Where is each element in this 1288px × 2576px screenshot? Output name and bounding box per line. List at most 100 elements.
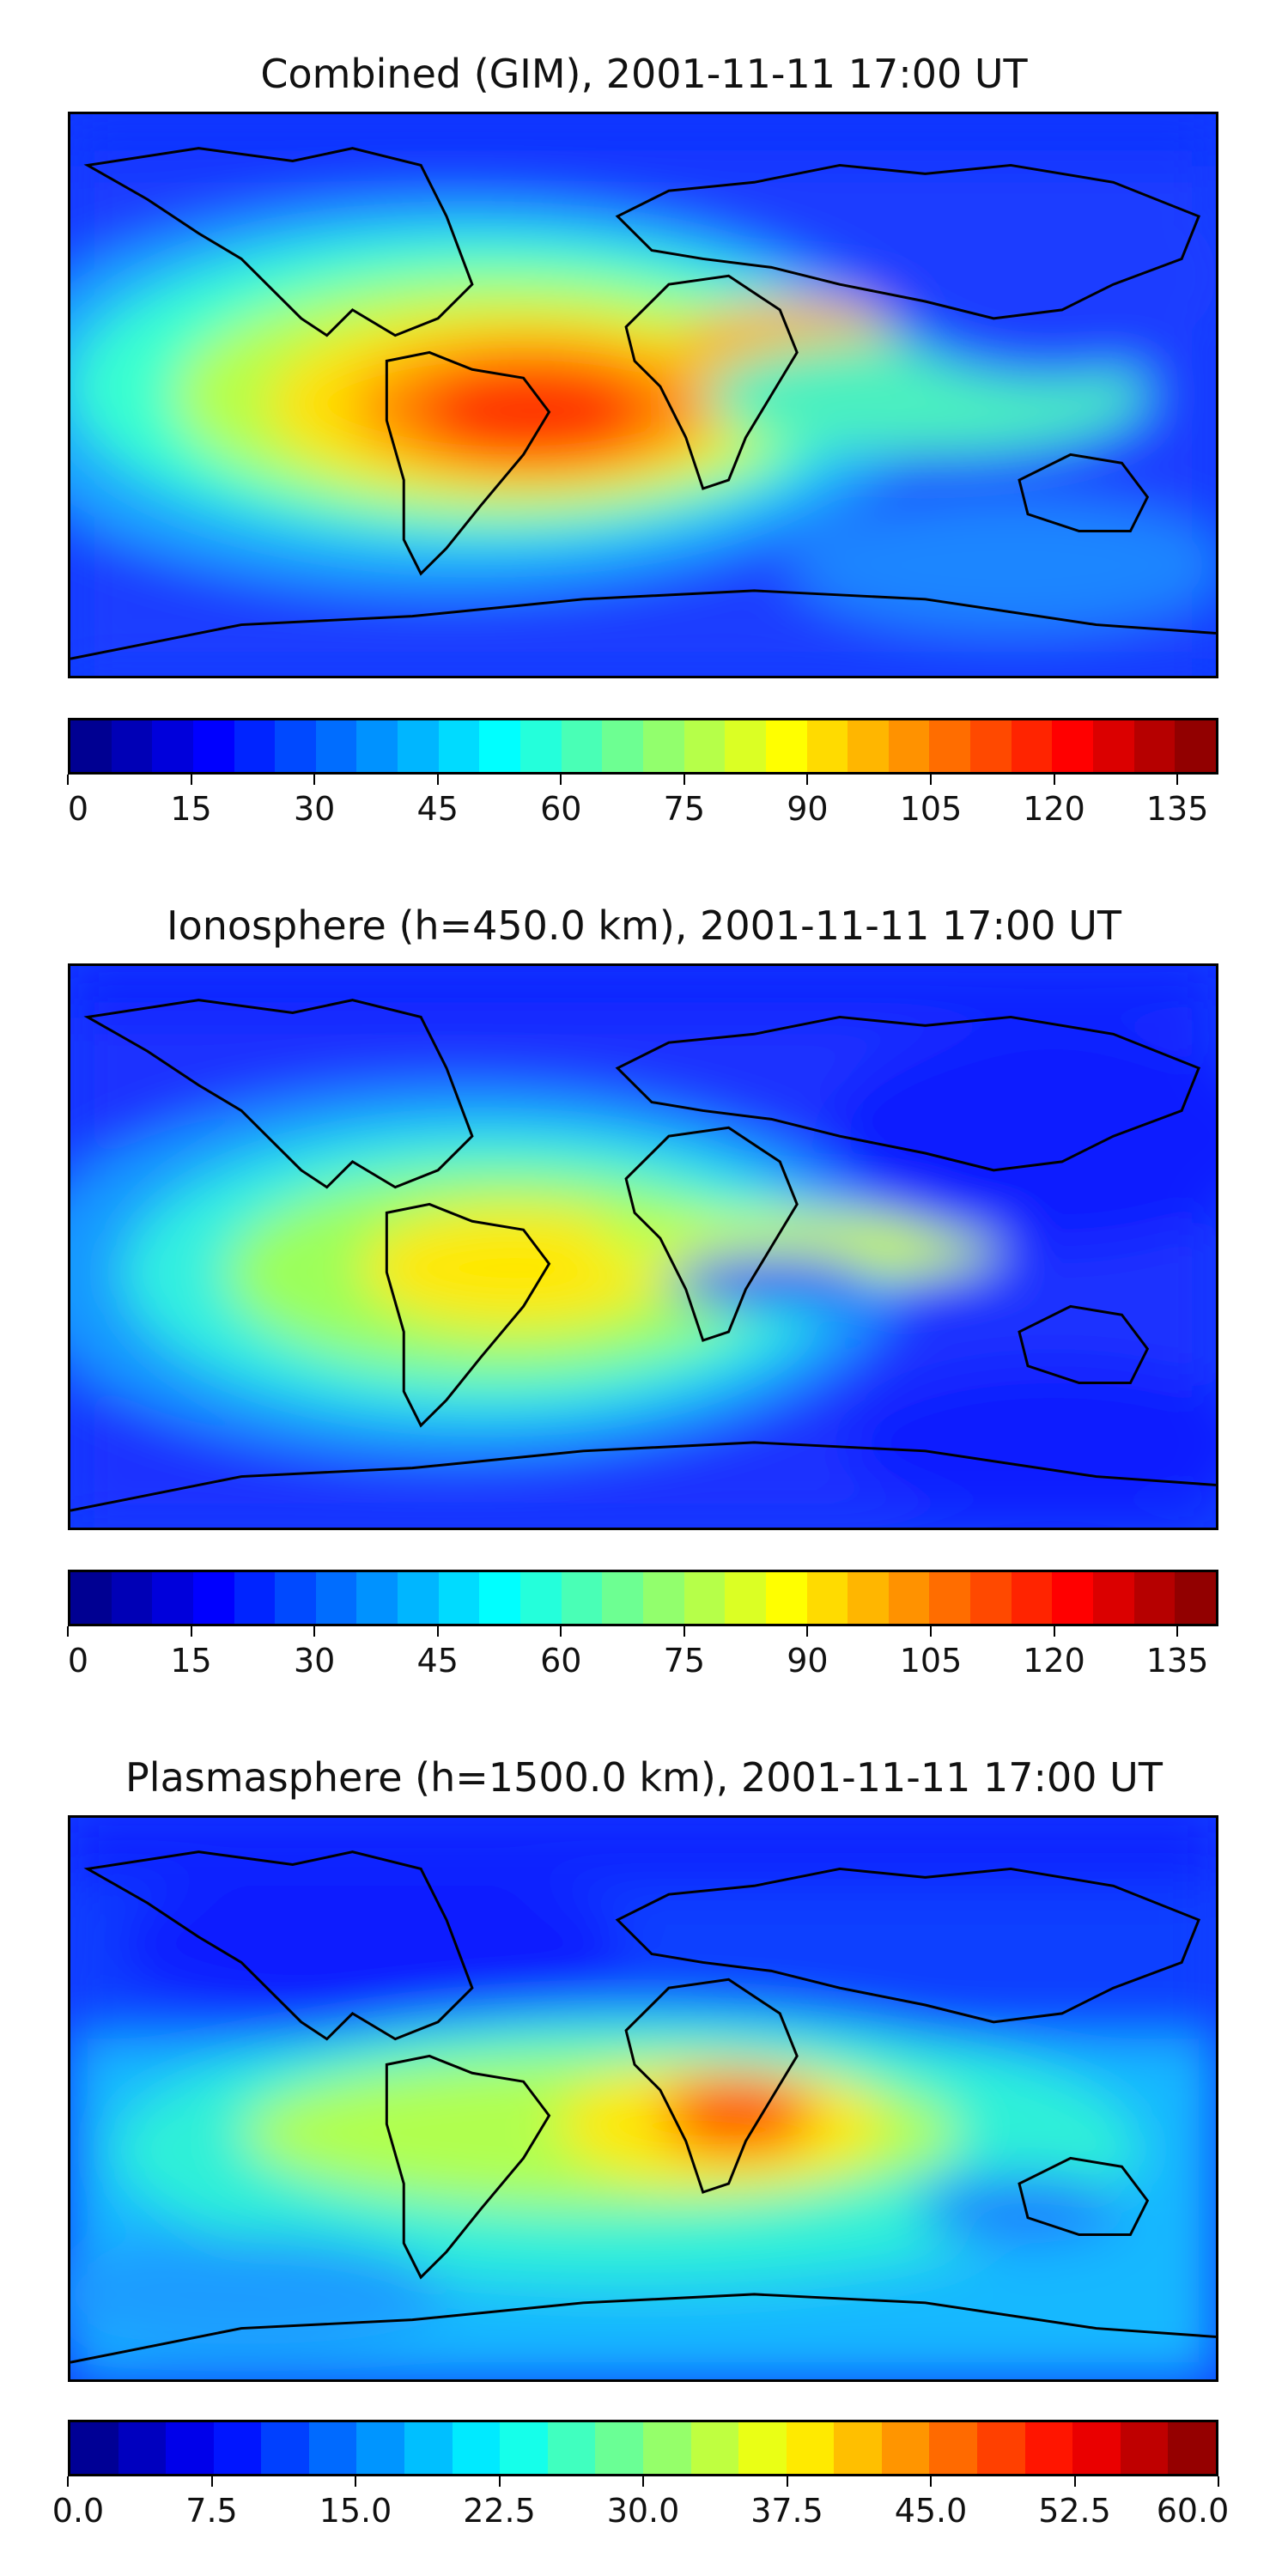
colorbar-tick-mark	[560, 1626, 562, 1637]
colorbar-level	[725, 1572, 766, 1624]
colorbar-ticks-combined: 0 15 30 45 60 75 90 105 120 135	[67, 775, 1218, 828]
colorbar-tick-label: 90	[787, 1642, 829, 1680]
colorbar-tick-mark	[560, 775, 562, 785]
colorbar-tick-label: 45	[416, 1642, 459, 1680]
colorbar-level	[970, 1572, 1012, 1624]
colorbar-tick-label: 60	[540, 1642, 582, 1680]
colorbar-tick-label: 45	[416, 790, 459, 828]
colorbar-tick-mark	[806, 1626, 809, 1637]
colorbar-tick-mark	[355, 2476, 356, 2487]
colorbar-level	[192, 720, 234, 772]
colorbar-tick-mark	[930, 2476, 932, 2487]
colorbar-level	[738, 2422, 787, 2474]
colorbar-level	[438, 1572, 480, 1624]
colorbar-tick-label: 52.5	[1038, 2492, 1111, 2530]
colorbar-tick-label: 30.0	[606, 2492, 680, 2530]
colorbar-level	[929, 2422, 977, 2474]
colorbar-tick-label: 30	[293, 790, 336, 828]
colorbar-tick-mark	[190, 1626, 192, 1637]
colorbar-tick-mark	[1218, 2476, 1219, 2487]
colorbar-tick-mark	[313, 1626, 316, 1637]
colorbar-level	[848, 720, 889, 772]
colorbar-level	[398, 1572, 439, 1624]
coastline-outlines	[70, 147, 1216, 660]
colorbar-level	[70, 2422, 118, 2474]
colorbar-level	[1072, 2422, 1121, 2474]
colorbar-level	[356, 1572, 398, 1624]
colorbar-level	[308, 2422, 357, 2474]
colorbar-tick-label: 75	[663, 790, 706, 828]
colorbar-tick-label: 0	[67, 1642, 89, 1680]
colorbar-level	[725, 720, 766, 772]
colorbar-tick-mark	[313, 775, 316, 785]
colorbar-level	[1120, 2422, 1169, 2474]
colorbar-level	[315, 1572, 357, 1624]
colorbar-tick-label: 22.5	[463, 2492, 536, 2530]
map-plasmasphere	[68, 1815, 1218, 2382]
colorbar-tick-label: 105	[899, 790, 963, 828]
colorbar-level	[520, 720, 562, 772]
tec-field-plasmasphere	[70, 1818, 1216, 2379]
colorbar-tick-mark	[1176, 1626, 1179, 1637]
colorbar-level	[1175, 1572, 1216, 1624]
colorbar-level	[561, 1572, 603, 1624]
colorbar-level	[765, 720, 807, 772]
colorbar-level	[806, 1572, 848, 1624]
colorbar-tick-mark	[806, 775, 809, 785]
colorbar-tick-label: 45.0	[894, 2492, 968, 2530]
colorbar-level	[976, 2422, 1025, 2474]
colorbar-level	[881, 2422, 930, 2474]
colorbar-level	[683, 720, 726, 772]
colorbar-level	[275, 1572, 316, 1624]
colorbar-level	[111, 1572, 153, 1624]
colorbar-level	[834, 2422, 882, 2474]
colorbar-tick-mark	[930, 775, 932, 785]
colorbar-tick-mark	[786, 2476, 788, 2487]
colorbar-level	[398, 720, 439, 772]
colorbar-tick-label: 135	[1145, 1642, 1209, 1680]
colorbar-level	[683, 1572, 726, 1624]
colorbar-tick-label: 0.0	[52, 2492, 105, 2530]
colorbar-tick-label: 7.5	[185, 2492, 238, 2530]
map-combined	[68, 112, 1218, 678]
colorbar-level	[1052, 1572, 1094, 1624]
colorbar-tick-label: 120	[1023, 1642, 1085, 1680]
colorbar-level	[970, 720, 1012, 772]
colorbar-tick-label: 30	[293, 1642, 336, 1680]
colorbar-tick-label: 90	[787, 790, 829, 828]
colorbar-level	[1133, 1572, 1176, 1624]
colorbar-level	[111, 720, 153, 772]
colorbar-tick-mark	[1073, 2476, 1076, 2487]
colorbar-level	[1024, 2422, 1073, 2474]
colorbar-level	[806, 720, 848, 772]
colorbar-level	[213, 2422, 262, 2474]
colorbar-tick-label: 60	[540, 790, 582, 828]
colorbar-combined	[68, 718, 1218, 775]
colorbar-level	[929, 720, 971, 772]
colorbar-level	[690, 2422, 739, 2474]
colorbar-tick-label: 0	[67, 790, 89, 828]
colorbar-tick-mark	[1176, 775, 1179, 785]
colorbar-level	[1133, 720, 1176, 772]
colorbar-tick-label: 15	[170, 1642, 212, 1680]
colorbar-level	[275, 720, 316, 772]
colorbar-level	[1011, 1572, 1053, 1624]
colorbar-tick-mark	[67, 1626, 69, 1637]
colorbar-level	[118, 2422, 167, 2474]
colorbar-ticks-ionosphere: 0 15 30 45 60 75 90 105 120 135	[67, 1626, 1218, 1680]
colorbar-level	[479, 1572, 521, 1624]
colorbar-level	[642, 2422, 691, 2474]
colorbar-level	[848, 1572, 889, 1624]
colorbar-tick-mark	[67, 775, 69, 785]
colorbar-tick-mark	[210, 2476, 213, 2487]
colorbar-tick-label: 120	[1023, 790, 1085, 828]
colorbar-tick-mark	[190, 775, 192, 785]
colorbar-level	[1011, 720, 1053, 772]
colorbar-level	[192, 1572, 234, 1624]
colorbar-tick-label: 60.0	[1156, 2492, 1230, 2530]
colorbar-tick-label: 105	[899, 1642, 963, 1680]
colorbar-ticks-plasmasphere: 0.0 7.5 15.0 22.5 30.0 37.5 45.0 52.5 60.0	[52, 2476, 1229, 2530]
colorbar-level	[1168, 2422, 1216, 2474]
colorbar-tick-mark	[436, 1626, 439, 1637]
colorbar-level	[602, 1572, 643, 1624]
